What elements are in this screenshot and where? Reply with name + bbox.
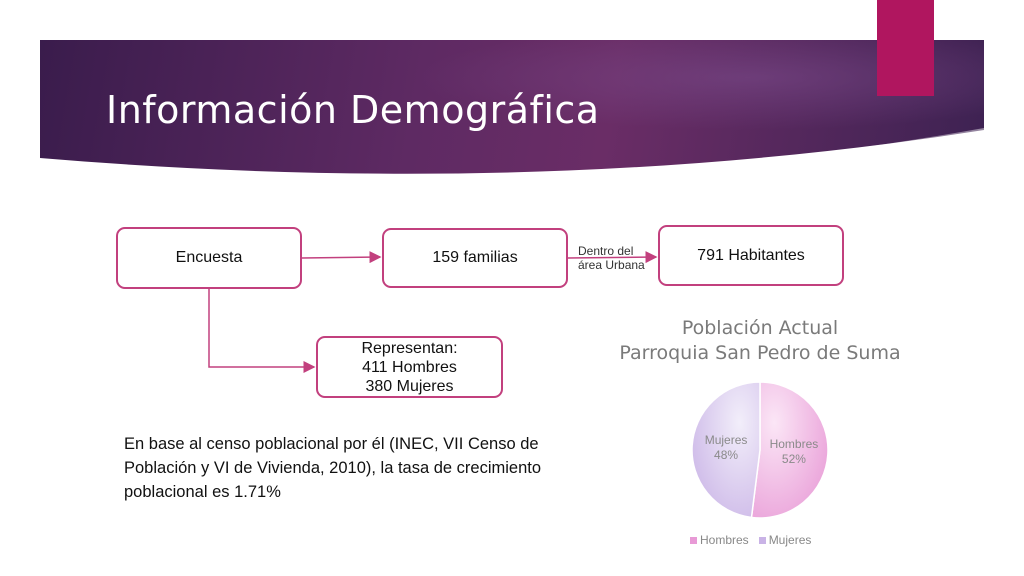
chart-title-line2: Parroquia San Pedro de Suma [619, 342, 901, 364]
slide-title: Información Demográfica [106, 88, 600, 132]
pie-slice-hombres [750, 381, 829, 519]
arrow-note-line1: Dentro del [578, 244, 634, 258]
representan-box: Representan: 411 Hombres 380 Mujeres [316, 336, 503, 398]
pie-label-hombres: Hombres [770, 437, 819, 451]
encuesta-box: Encuesta [116, 227, 302, 289]
chart-legend: Hombres Mujeres [690, 533, 811, 547]
legend-label-mujeres: Mujeres [768, 533, 812, 547]
habitantes-box: 791 Habitantes [658, 225, 844, 286]
legend-swatch-hombres [690, 536, 697, 544]
chart-title: Población Actual Parroquia San Pedro de … [600, 316, 920, 366]
banner-swoosh [40, 40, 984, 190]
representan-line1: Representan: [361, 339, 458, 357]
familias-label: 159 familias [432, 249, 518, 266]
title-banner [40, 40, 984, 190]
legend-item-hombres: Hombres [690, 533, 749, 547]
accent-tab [877, 0, 934, 96]
arrow-note-line2: área Urbana [578, 258, 645, 272]
pie-value-mujeres: 48% [714, 448, 738, 462]
paragraph-line2: Población y VI de Vivienda, 2010), la ta… [124, 459, 542, 477]
census-paragraph: En base al censo poblacional por él (INE… [124, 432, 574, 504]
paragraph-line3: poblacional es 1.71% [124, 483, 281, 501]
pie-value-hombres: 52% [782, 452, 806, 466]
pie-slice-mujeres [691, 381, 761, 519]
legend-swatch-mujeres [758, 536, 766, 544]
habitantes-label: 791 Habitantes [697, 246, 805, 264]
arrow-note: Dentro del área Urbana [578, 244, 645, 272]
chart-title-line1: Población Actual [681, 317, 839, 339]
arrow-encuesta-representan [208, 289, 316, 373]
paragraph-line1: En base al censo poblacional por él (INE… [124, 435, 539, 453]
arrow-familias-habitantes [567, 251, 658, 264]
pie-label-mujeres: Mujeres [705, 433, 748, 447]
representan-line2: 411 Hombres [362, 358, 457, 376]
encuesta-label: Encuesta [175, 249, 243, 266]
legend-item-mujeres: Mujeres [758, 533, 812, 547]
representan-line3: 380 Mujeres [365, 377, 454, 395]
familias-box: 159 familias [382, 228, 568, 288]
legend-label-hombres: Hombres [700, 533, 749, 547]
arrow-encuesta-familias [301, 251, 382, 264]
